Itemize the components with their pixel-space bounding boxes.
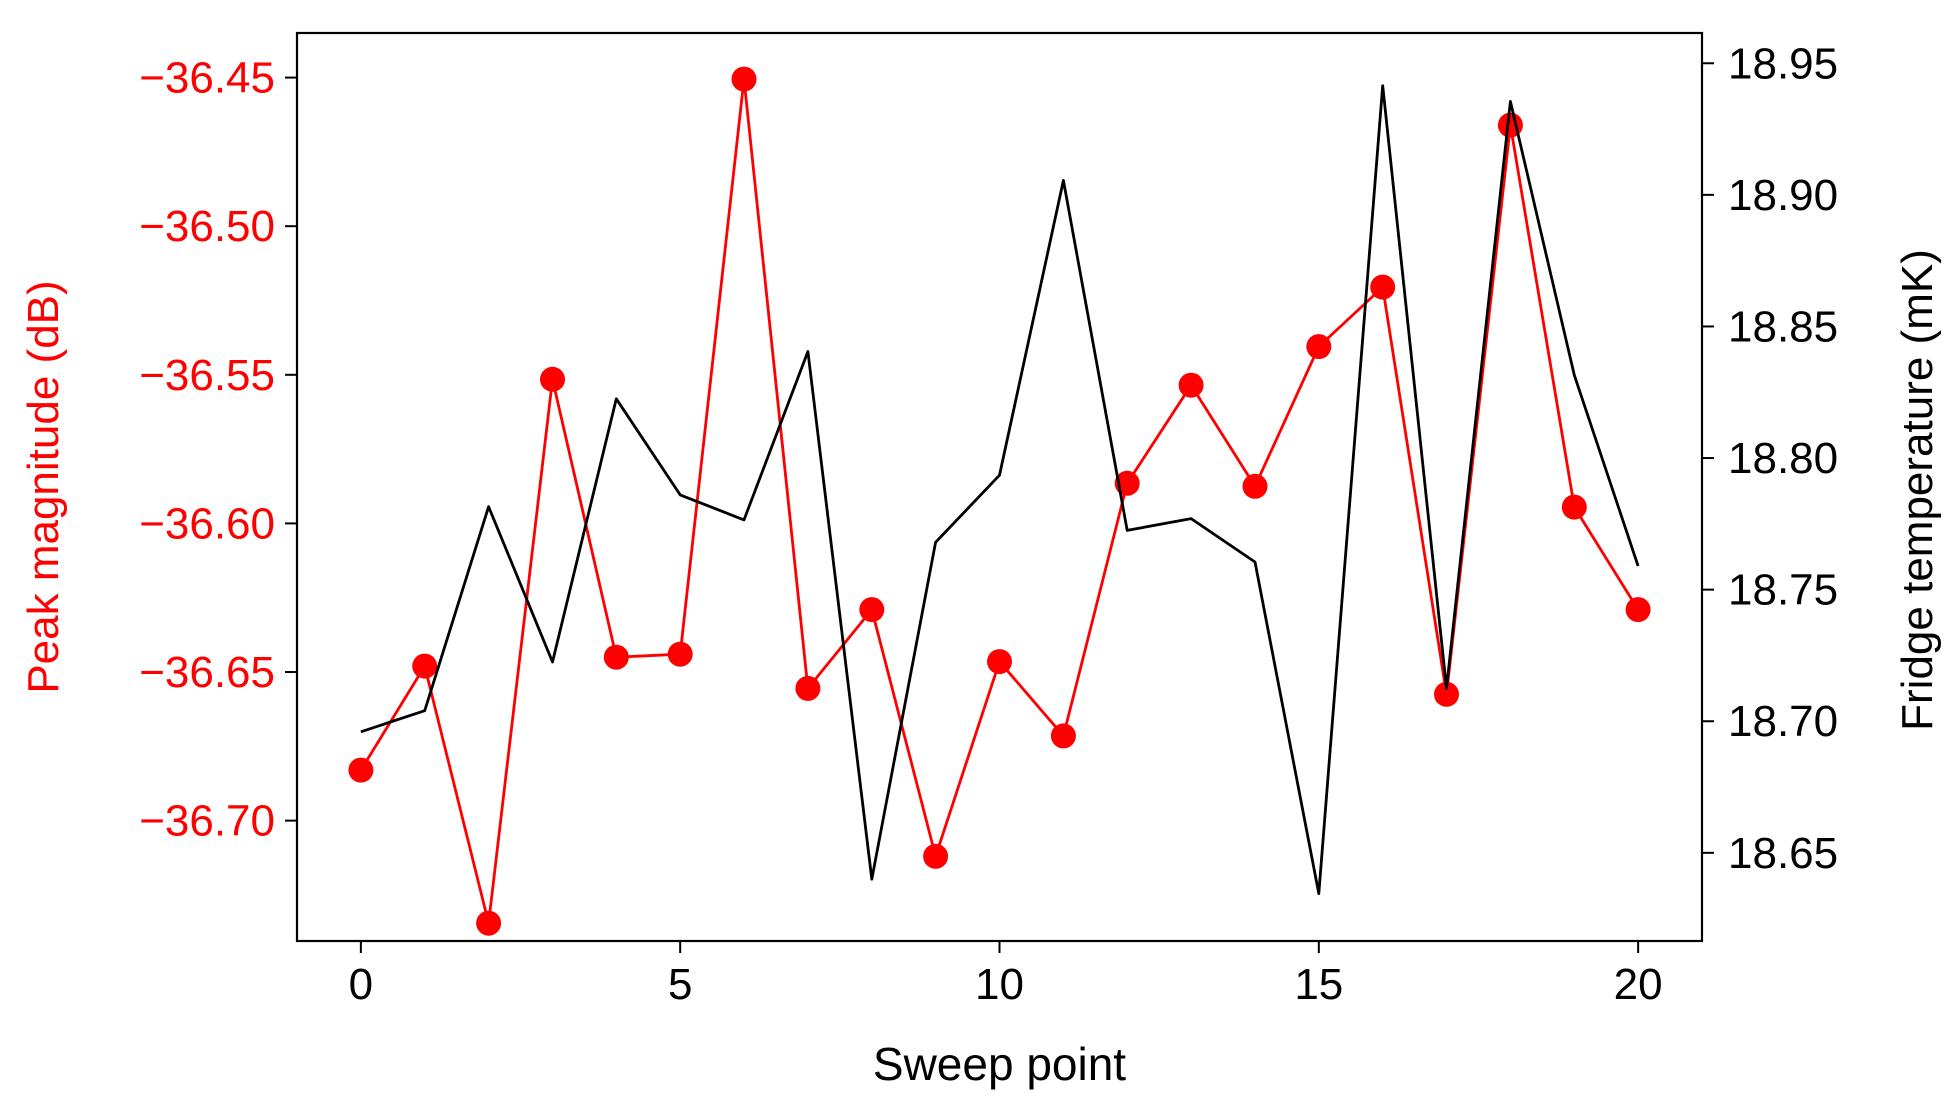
peak-magnitude-point xyxy=(1370,274,1396,300)
x-tick-label: 20 xyxy=(1614,960,1663,1009)
y-left-tick-label: −36.55 xyxy=(139,351,275,400)
peak-magnitude-point xyxy=(412,653,438,679)
peak-magnitude-point xyxy=(348,757,374,783)
peak-magnitude-point xyxy=(923,843,949,869)
x-axis-label: Sweep point xyxy=(873,1038,1126,1090)
y-left-tick-label: −36.65 xyxy=(139,648,275,697)
peak-magnitude-point xyxy=(859,597,885,623)
y-right-tick-label: 18.90 xyxy=(1728,171,1838,220)
y-right-tick-label: 18.85 xyxy=(1728,302,1838,351)
x-tick-label: 10 xyxy=(975,960,1024,1009)
peak-magnitude-point xyxy=(1050,723,1076,749)
y-left-tick-label: −36.45 xyxy=(139,54,275,103)
fridge-temperature-line xyxy=(360,84,1640,895)
y-axis-label-right: Fridge temperature (mK) xyxy=(1893,249,1942,731)
y-right-tick-label: 18.80 xyxy=(1728,434,1838,483)
peak-magnitude-point xyxy=(1561,494,1587,520)
y-left-tick-label: −36.70 xyxy=(139,797,275,846)
y-right-tick-label: 18.70 xyxy=(1728,697,1838,746)
plot-frame xyxy=(295,31,1704,943)
peak-magnitude-point xyxy=(1178,372,1204,398)
peak-magnitude-point xyxy=(1625,597,1651,623)
peak-magnitude-point xyxy=(731,66,757,92)
y-right-tick-label: 18.75 xyxy=(1728,566,1838,615)
x-tick-label: 15 xyxy=(1294,960,1343,1009)
peak-magnitude-point xyxy=(795,675,821,701)
peak-magnitude-point xyxy=(603,644,629,670)
peak-magnitude-point xyxy=(987,649,1012,675)
peak-magnitude-point xyxy=(1434,681,1459,707)
peak-magnitude-point xyxy=(667,641,693,667)
x-tick-label: 0 xyxy=(349,960,373,1009)
y-axis-label-left: Peak magnitude (dB) xyxy=(19,280,68,693)
peak-magnitude-point xyxy=(476,910,502,936)
y-right-tick-label: 18.95 xyxy=(1728,39,1838,88)
peak-magnitude-point xyxy=(1306,334,1332,360)
y-right-tick-label: 18.65 xyxy=(1728,829,1838,878)
y-left-tick-label: −36.50 xyxy=(139,202,275,251)
peak-magnitude-point xyxy=(1242,473,1268,499)
x-tick-label: 5 xyxy=(668,960,692,1009)
y-left-tick-label: −36.60 xyxy=(139,499,275,548)
peak-magnitude-line xyxy=(359,77,1640,925)
peak-magnitude-point xyxy=(540,366,565,392)
